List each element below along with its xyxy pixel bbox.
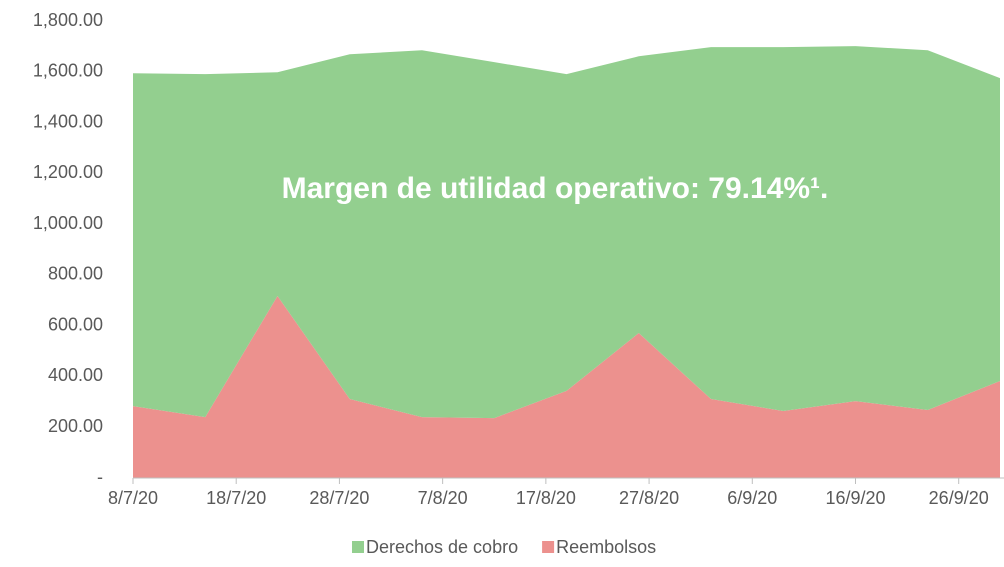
y-tick-label: 1,000.00 [33,213,103,233]
x-tick-label: 17/8/20 [516,488,576,508]
x-tick-label: 28/7/20 [309,488,369,508]
area [133,46,1000,419]
y-tick-label: 1,200.00 [33,162,103,182]
legend-swatch [352,541,364,553]
x-tick-label: 16/9/20 [825,488,885,508]
plot-area [133,46,1000,478]
y-tick-label: 800.00 [48,264,103,284]
annotation: Margen de utilidad operativo: 79.14%¹. [282,172,829,205]
y-tick-label: 1,600.00 [33,61,103,81]
y-tick-label: 400.00 [48,365,103,385]
area [133,295,1000,478]
y-tick-label: - [97,467,103,487]
y-tick-label: 1,400.00 [33,111,103,131]
x-tick-label: 6/9/20 [727,488,777,508]
y-tick-label: 200.00 [48,416,103,436]
x-tick-label: 8/7/20 [108,488,158,508]
y-tick-label: 600.00 [48,314,103,334]
legend-swatch [542,541,555,553]
x-tick-label: 18/7/20 [206,488,266,508]
y-tick-label: 1,800.00 [33,10,103,30]
legend-label: Derechos de cobro [366,537,518,557]
x-tick-label: 26/9/20 [929,488,989,508]
legend-label: Reembolsos [556,537,656,557]
x-tick-label: 7/8/20 [418,488,468,508]
x-tick-label: 27/8/20 [619,488,679,508]
